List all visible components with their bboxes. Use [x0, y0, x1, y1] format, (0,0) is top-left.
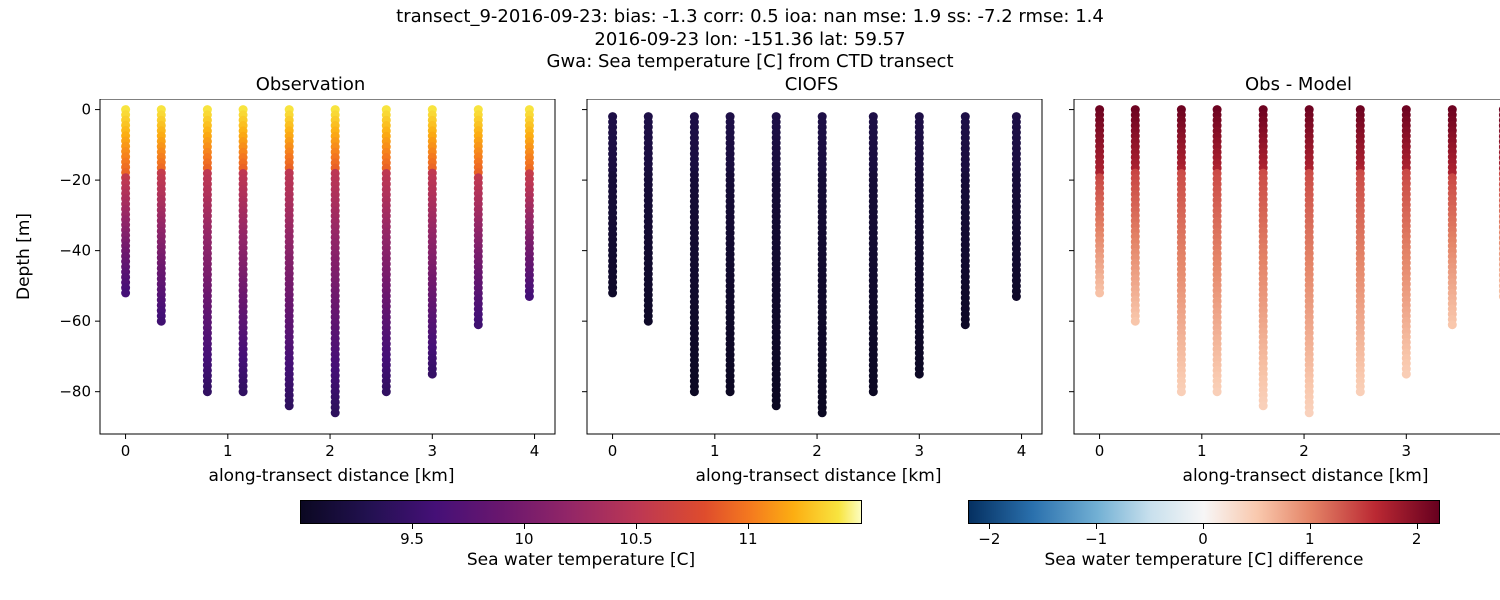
data-point [428, 369, 437, 378]
panel-obs-minus-model: Obs - Model01234along-transect distance … [1060, 74, 1500, 486]
x-tick-label: 0 [608, 442, 618, 460]
x-tick-label: 2 [1299, 442, 1309, 460]
data-point [525, 292, 534, 301]
data-point [1305, 408, 1314, 417]
colorbar-tick-label: 10.5 [619, 530, 652, 548]
colorbar-tick-label: −2 [978, 530, 1000, 548]
data-point [1012, 292, 1021, 301]
x-tick-label: 1 [223, 442, 233, 460]
colorbar-tick-label: 0 [1198, 530, 1208, 548]
y-tick-label: −20 [59, 171, 91, 189]
y-tick-label: −80 [59, 382, 91, 400]
plot-svg: 0 1 2 3 4 [573, 99, 1050, 464]
x-tick-label: 3 [1402, 442, 1412, 460]
colorbar-tick-label: 9.5 [400, 530, 424, 548]
data-point [157, 316, 166, 325]
colorbar-ticks: 9.5 10 10.5 11 [300, 524, 860, 550]
title-line-2: 2016-09-23 lon: -151.36 lat: 59.57 [0, 29, 1500, 52]
data-point [1259, 401, 1268, 410]
title-line-3: Gwa: Sea temperature [C] from CTD transe… [0, 51, 1500, 74]
title-line-1: transect_9-2016-09-23: bias: -1.3 corr: … [0, 6, 1500, 29]
colorbar-tick-label: 1 [1305, 530, 1315, 548]
y-tick-label: −40 [59, 241, 91, 259]
data-point [285, 401, 294, 410]
data-point [474, 320, 483, 329]
x-tick-label: 2 [812, 442, 822, 460]
data-point [726, 387, 735, 396]
plot-svg: 0 1 2 3 4 0 −20 −40 −60 −80 [58, 99, 563, 464]
y-axis-label: Depth [m] [14, 213, 34, 300]
data-point [772, 401, 781, 410]
y-tick-label: 0 [81, 100, 91, 118]
data-point [203, 387, 212, 396]
panel-observation: Observation 0 1 2 3 4 0 −20 −40 −60 −80 along-trans… [58, 74, 563, 486]
colorbar-label: Sea water temperature [C] [300, 550, 862, 570]
colorbar-tick-label: 2 [1412, 530, 1422, 548]
figure-title-block: transect_9-2016-09-23: bias: -1.3 corr: … [0, 0, 1500, 74]
data-point [1213, 387, 1222, 396]
data-point [869, 387, 878, 396]
data-point [239, 387, 248, 396]
data-point [690, 387, 699, 396]
data-point [915, 369, 924, 378]
panel-title: Observation [58, 74, 563, 95]
colorbar-tick-label: 11 [738, 530, 757, 548]
data-point [1356, 387, 1365, 396]
data-point [818, 408, 827, 417]
x-tick-label: 3 [428, 442, 438, 460]
colorbar-tick-label: −1 [1085, 530, 1107, 548]
data-point [121, 288, 130, 297]
plot-svg: 01234 [1060, 99, 1500, 464]
colorbar-gradient [968, 500, 1440, 524]
panel-title: Obs - Model [1060, 74, 1500, 95]
data-point [331, 408, 340, 417]
colorbar-tick-label: 10 [514, 530, 533, 548]
x-tick-label: 2 [325, 442, 335, 460]
x-tick-label: 0 [1095, 442, 1105, 460]
x-axis-label: along-transect distance [km] [58, 466, 563, 486]
data-point [1095, 288, 1104, 297]
panels-row: Observation 0 1 2 3 4 0 −20 −40 −60 −80 along-trans… [0, 74, 1500, 486]
colorbar-diff: −2 −1 0 1 2 Sea water temperature [C] differe… [968, 500, 1440, 570]
x-tick-label: 0 [121, 442, 131, 460]
x-tick-label: 3 [915, 442, 925, 460]
plot-frame [100, 99, 555, 434]
y-tick-label: −60 [59, 312, 91, 330]
colorbars-row: 9.51010.511Sea water temperature [C] −2−… [0, 500, 1500, 570]
colorbar-label: Sea water temperature [C] difference [968, 550, 1440, 570]
data-point [1448, 320, 1457, 329]
x-tick-label: 1 [1197, 442, 1207, 460]
x-axis-label: along-transect distance [km] [1060, 466, 1500, 486]
x-tick-label: 4 [530, 442, 540, 460]
colorbar-ticks: −2 −1 0 1 2 [968, 524, 1438, 550]
x-tick-label: 4 [1017, 442, 1027, 460]
x-axis-label: along-transect distance [km] [573, 466, 1050, 486]
data-point [644, 316, 653, 325]
x-tick-label: 1 [710, 442, 720, 460]
data-point [1402, 369, 1411, 378]
colorbar-gradient [300, 500, 862, 524]
colorbar-main: 9.5 10 10.5 11 Sea water temperature [C] [300, 500, 862, 570]
panel-title: CIOFS [573, 74, 1050, 95]
data-point [608, 288, 617, 297]
data-point [382, 387, 391, 396]
data-point [961, 320, 970, 329]
panel-ciofs: CIOFS 0 1 2 3 4 along-transect distance [km] [573, 74, 1050, 486]
data-point [1131, 316, 1140, 325]
plot-frame [587, 99, 1042, 434]
data-point [1177, 387, 1186, 396]
